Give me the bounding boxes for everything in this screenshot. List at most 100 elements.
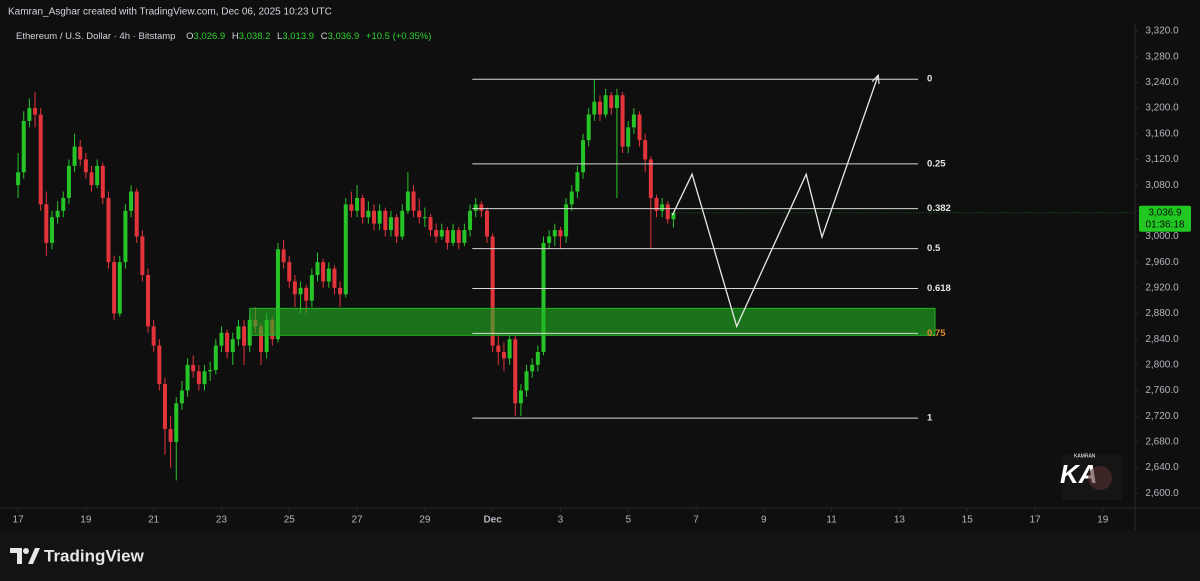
x-tick-label: 5	[625, 515, 631, 526]
y-tick-label: 3,000.0	[1145, 231, 1179, 242]
legend-key: L	[277, 31, 282, 42]
y-tick-label: 2,600.0	[1145, 488, 1179, 499]
candle-body	[626, 127, 631, 147]
x-tick-label: 29	[419, 515, 431, 526]
candle-body	[78, 146, 83, 160]
candle-body	[597, 101, 602, 115]
candle-body	[179, 390, 184, 404]
y-tick-label: 2,640.0	[1145, 462, 1179, 473]
candle-body	[473, 204, 478, 211]
y-tick-label: 3,280.0	[1145, 51, 1179, 62]
y-tick-label: 2,840.0	[1145, 334, 1179, 345]
candle-body	[16, 172, 21, 186]
candle-body	[100, 165, 105, 198]
x-tick-label: 23	[216, 515, 228, 526]
candle-body	[660, 204, 665, 211]
candle-body	[315, 262, 320, 275]
logo-shape	[28, 548, 40, 564]
x-tick-label: 25	[284, 515, 296, 526]
symbol: Ethereum / U.S. Dollar · 4h · Bitstamp	[16, 31, 175, 42]
candle-body	[530, 364, 535, 372]
candle-body	[620, 95, 625, 147]
x-tick-label: 21	[148, 515, 160, 526]
candle-body	[151, 326, 156, 346]
candles	[16, 79, 676, 481]
candle-body	[298, 287, 303, 295]
legend-key: C	[321, 31, 328, 42]
candle-body	[451, 230, 456, 243]
candle-body	[95, 165, 100, 186]
candle-body	[44, 204, 49, 243]
x-tick-label: Dec	[483, 515, 502, 526]
last-price-label: 3,036.9	[1148, 207, 1182, 218]
candle-body	[439, 230, 444, 237]
candle-body	[569, 191, 574, 205]
brand-logo	[10, 548, 40, 564]
candle-body	[27, 108, 32, 121]
fib-label: 0.75	[927, 328, 946, 339]
candle-body	[490, 236, 495, 346]
watermark-figure	[1088, 466, 1112, 490]
watermark: KAMRAN KA	[1060, 453, 1122, 500]
candle-body	[586, 114, 591, 141]
candle-body	[332, 268, 337, 288]
legend-value: 3,036.9	[328, 31, 360, 42]
candle-body	[462, 230, 467, 243]
candle-body	[388, 217, 393, 231]
symbol-legend: Ethereum / U.S. Dollar · 4h · Bitstamp O…	[16, 31, 431, 42]
brand: TradingView	[44, 546, 145, 565]
candle-body	[428, 217, 433, 231]
candle-body	[292, 281, 297, 295]
candle-body	[445, 230, 450, 243]
candle-body	[513, 339, 518, 404]
candle-body	[411, 191, 416, 211]
candle-body	[162, 384, 167, 430]
candle-body	[377, 210, 382, 224]
candle-body	[417, 210, 422, 218]
candle-body	[287, 262, 292, 282]
candle-body	[66, 165, 71, 198]
y-tick-label: 2,800.0	[1145, 359, 1179, 370]
projection-path	[671, 76, 878, 329]
y-tick-label: 2,880.0	[1145, 308, 1179, 319]
candle-body	[208, 369, 213, 372]
legend-value: 3,026.9	[193, 31, 225, 42]
candle-body	[191, 364, 196, 372]
candle-body	[360, 197, 365, 218]
candle-body	[49, 217, 54, 243]
y-tick-label: 3,080.0	[1145, 180, 1179, 191]
y-tick-label: 2,760.0	[1145, 385, 1179, 396]
candle-body	[38, 114, 43, 205]
x-tick-label: 15	[962, 515, 974, 526]
candle-body	[558, 230, 563, 237]
candle-body	[174, 403, 179, 442]
y-tick-label: 3,200.0	[1145, 103, 1179, 114]
candle-body	[394, 217, 399, 237]
candle-body	[157, 345, 162, 385]
candle-body	[112, 262, 117, 314]
candle-body	[355, 197, 360, 211]
candle-body	[219, 332, 224, 346]
candle-body	[484, 210, 489, 237]
candle-body	[434, 230, 439, 237]
candle-body	[564, 204, 569, 237]
fib-label: 0	[927, 74, 932, 85]
candle-body	[89, 172, 94, 186]
candle-body	[496, 345, 501, 353]
legend-change: +10.5 (+0.35%)	[366, 31, 432, 42]
candle-body	[547, 236, 552, 243]
candle-body	[422, 217, 427, 219]
fib-label: 0.25	[927, 158, 946, 169]
candle-body	[637, 114, 642, 141]
candle-body	[129, 191, 134, 211]
candle-body	[366, 210, 371, 218]
candle-body	[468, 210, 473, 231]
candle-body	[592, 101, 597, 115]
candle-body	[383, 210, 388, 231]
legend-key: O	[186, 31, 193, 42]
candle-body	[349, 204, 354, 211]
candle-body	[671, 212, 676, 220]
